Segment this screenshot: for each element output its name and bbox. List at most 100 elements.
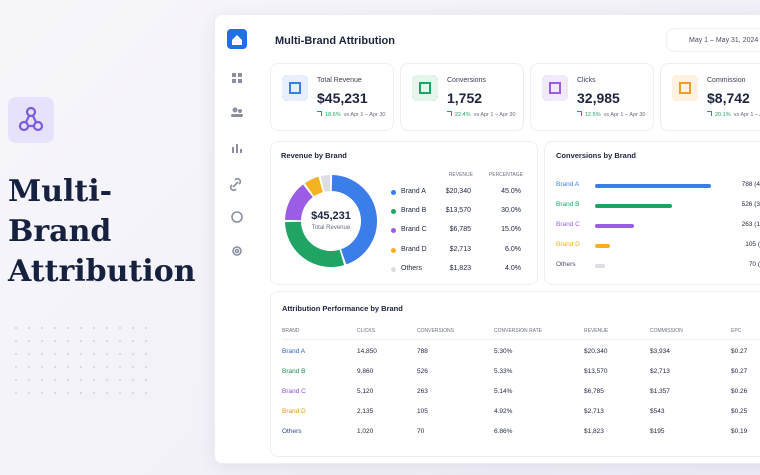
legend-brand: Others: [401, 264, 423, 272]
kpi-card: Clicks 32,985 12.5% vs Apr 1 – Apr 30: [530, 63, 654, 131]
bar-track: [595, 264, 606, 268]
kpi-change-row: 20.1%vs Apr 1 – Apr 30: [707, 111, 760, 118]
bar-track: [595, 184, 711, 188]
column-header: REVENUE: [448, 172, 473, 178]
kpi-arrow: [707, 111, 712, 116]
bar-track: [595, 204, 673, 208]
kpi-arrow: [317, 111, 322, 116]
kpi-change-row: 12.5% vs Apr 1 – Apr 30: [577, 111, 646, 118]
legend-percentage: 15.0%: [501, 226, 521, 234]
donut-segment: [320, 175, 331, 192]
table-cell: $1,357: [650, 388, 670, 395]
kpi-value: $45,231: [317, 90, 368, 106]
legend-dot: [391, 266, 396, 272]
table-cell: 70: [417, 428, 425, 435]
table-cell: $195: [650, 428, 665, 435]
legend-percentage: 45.0%: [501, 188, 521, 195]
kpi-arrow: [577, 111, 582, 116]
bar-label: 105 (6.0%): [745, 241, 760, 248]
hero-title: Multi-Brand Attribution: [8, 174, 196, 289]
date-range: May 1 – May 31, 2024: [689, 37, 759, 44]
kpi-value: 1,752: [447, 90, 483, 106]
decoration: [6, 97, 148, 404]
table-cell: 5.30%: [494, 348, 513, 355]
table-cell: $0.19: [731, 428, 748, 435]
panel-title: Revenue by Brand: [281, 151, 347, 160]
table-divider: [282, 339, 760, 340]
table-header: CONVERSIONS: [417, 328, 454, 334]
legend-revenue: $6,785: [449, 226, 471, 234]
legend-percentage: 6.0%: [505, 245, 521, 253]
table-brand: Others: [282, 428, 302, 435]
bar-brand: Brand B: [556, 201, 580, 208]
table-brand: Brand A: [282, 348, 306, 355]
panel-title: Conversions by Brand: [556, 151, 637, 160]
table-cell: $2,713: [650, 368, 670, 375]
table-cell: $0.26: [731, 388, 748, 395]
table-cell: $3,934: [650, 348, 670, 355]
table-cell: 2,135: [357, 408, 374, 415]
kpi-comparison: vs Apr 1 – Apr 30: [603, 112, 646, 118]
legend-dot: [391, 228, 396, 234]
donut-segment: [331, 175, 377, 265]
kpi-change: 18.6%: [325, 112, 341, 118]
bar-track: [595, 244, 611, 248]
table-cell: $1,823: [584, 428, 604, 435]
date-picker[interactable]: May 1 – May 31, 2024: [666, 28, 760, 52]
table-cell: $2,713: [584, 408, 604, 415]
table-cell: 105: [417, 408, 428, 415]
table-cell: 263: [417, 388, 428, 395]
table-panel: Attribution Performance by Brand BRAND CLI…: [270, 291, 760, 457]
table-header: CONVERSION RATE: [494, 328, 542, 334]
table-cell: 4.92%: [494, 408, 513, 415]
kpi-arrow: [447, 111, 452, 116]
table-cell: 5.14%: [494, 388, 513, 395]
legend-revenue: $13,570: [445, 207, 471, 215]
kpi-change: 20.1%: [715, 112, 731, 118]
conversions-panel: Conversions by Brand Brand A 788 (45.0%) Br…: [544, 141, 760, 285]
kpi-label: Clicks: [577, 77, 596, 84]
table-cell: 9,860: [357, 368, 374, 375]
kpi-icon: [672, 75, 698, 101]
donut-center-value: $45,231: [311, 210, 351, 222]
kpi-comparison: vs Apr 1 – Apr 30: [733, 112, 760, 118]
legend-dot: [391, 209, 396, 215]
kpi-card: Total Revenue $45,231 18.6% vs Apr 1 – Apr …: [270, 63, 394, 131]
table-header: CLICKS: [357, 328, 376, 334]
table-cell: $6,785: [584, 388, 604, 395]
legend-revenue: $20,340: [445, 188, 471, 195]
bar-label: 788 (45.0%): [741, 181, 760, 188]
kpi-change: 22.4%: [455, 112, 471, 118]
kpi-value: $8,742: [707, 90, 750, 106]
bar-brand: Brand D: [556, 241, 580, 248]
legend-revenue: $2,713: [449, 245, 471, 253]
donut-center-label: Total Revenue: [311, 225, 351, 231]
donut-segment: [285, 221, 345, 267]
table-cell: $543: [650, 408, 665, 415]
table-header: EPC: [731, 328, 742, 334]
table-cell: 5.33%: [494, 368, 513, 375]
table-cell: 5,120: [357, 388, 374, 395]
kpi-comparison: vs Apr 1 – Apr 30: [473, 112, 516, 118]
kpi-label: Total Revenue: [317, 77, 362, 84]
bar-label: 70 (4.0%): [748, 261, 760, 268]
dashboard-title: Multi-Brand Attribution: [275, 35, 395, 47]
donut-segment: [285, 184, 314, 221]
bar-track: [595, 224, 634, 228]
table-brand: Brand B: [282, 368, 306, 375]
table-cell: $0.25: [731, 408, 748, 415]
kpi-change-row: 22.4% vs Apr 1 – Apr 30: [447, 111, 516, 118]
table-cell: 1,020: [357, 428, 374, 435]
table-cell: $0.27: [731, 348, 748, 355]
table-cell: 788: [417, 348, 428, 355]
kpi-change: 12.5%: [585, 112, 601, 118]
table-cell: $13,570: [584, 368, 608, 375]
bar-brand: Brand A: [556, 181, 580, 188]
kpi-icon: [282, 75, 308, 101]
legend-brand: Brand D: [401, 245, 427, 253]
sidebar: [227, 29, 247, 256]
table-cell: 14,850: [357, 348, 377, 355]
kpi-comparison: vs Apr 1 – Apr 30: [343, 112, 386, 118]
table-cell: 6.86%: [494, 428, 513, 435]
